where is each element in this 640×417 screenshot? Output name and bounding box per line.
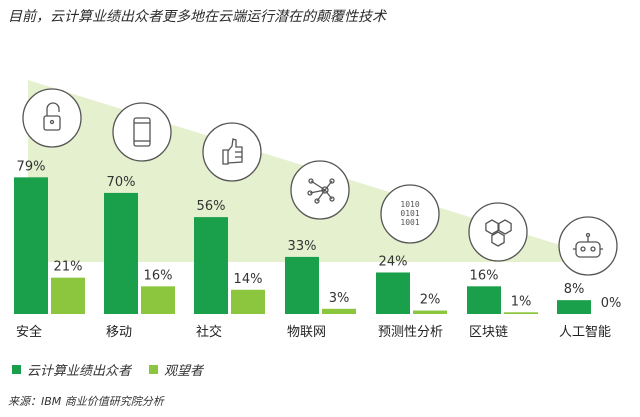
value-label-watchers-3: 3% [329,291,350,306]
value-label-leaders-5: 16% [470,268,499,283]
legend-swatch-watchers [149,365,159,374]
bar-leaders-0 [14,177,48,314]
value-label-watchers-2: 14% [234,272,263,287]
bar-leaders-2 [194,217,228,314]
legend-swatch-leaders [12,365,21,374]
value-label-watchers-4: 2% [420,293,441,308]
svg-text:1010: 1010 [400,200,419,209]
value-label-leaders-6: 8% [564,282,585,297]
value-label-watchers-1: 16% [144,268,173,283]
mobile-icon [112,102,172,162]
bar-watchers-3 [322,308,356,314]
network-icon [290,160,350,220]
value-label-leaders-4: 24% [379,254,408,269]
category-label-4: 预测性分析 [378,325,443,340]
legend: 云计算业绩出众者 观望者 [12,360,203,379]
value-label-watchers-5: 1% [511,294,532,309]
bar-leaders-5 [467,286,501,314]
thumbs-up-icon [202,122,262,182]
category-label-3: 物联网 [287,325,326,340]
bar-watchers-4 [413,310,447,314]
value-label-leaders-3: 33% [288,239,317,254]
chart-title: 目前，云计算业绩出众者更多地在云端运行潜在的颠覆性技术 [8,9,386,25]
bar-watchers-0 [51,277,85,314]
value-labels: 79% 21% 70% 16% 56% 14% 33% 3% 24% 2% 16% 1% 8% 0% [17,159,622,311]
category-label-0: 安全 [16,324,42,340]
bar-leaders-1 [104,192,138,314]
value-label-leaders-0: 79% [17,159,46,174]
legend-label-leaders: 云计算业绩出众者 [27,364,132,379]
category-label-2: 社交 [196,324,222,340]
robot-icon [558,216,618,276]
bar-leaders-3 [285,256,319,314]
bars [14,177,591,314]
bar-watchers-5 [504,312,538,314]
legend-label-watchers: 观望者 [164,364,204,379]
svg-text:1001: 1001 [400,218,419,227]
category-label-6: 人工智能 [559,325,611,340]
bar-watchers-1 [141,286,175,314]
bar-watchers-2 [231,289,265,314]
source-note: 来源：IBM 商业价值研究院分析 [8,395,164,408]
category-label-5: 区块链 [469,325,508,340]
value-label-leaders-2: 56% [197,199,226,214]
bar-leaders-4 [376,272,410,314]
hexagons-icon [468,202,528,262]
lock-icon [22,88,82,148]
category-label-1: 移动 [106,325,132,340]
value-label-leaders-1: 70% [107,175,136,190]
value-label-watchers-0: 21% [54,260,83,275]
bar-leaders-6 [557,300,591,314]
category-labels: 安全 移动 社交 物联网 预测性分析 区块链 人工智能 [16,324,611,340]
value-label-watchers-6: 0% [601,296,622,311]
svg-text:0101: 0101 [400,209,419,218]
